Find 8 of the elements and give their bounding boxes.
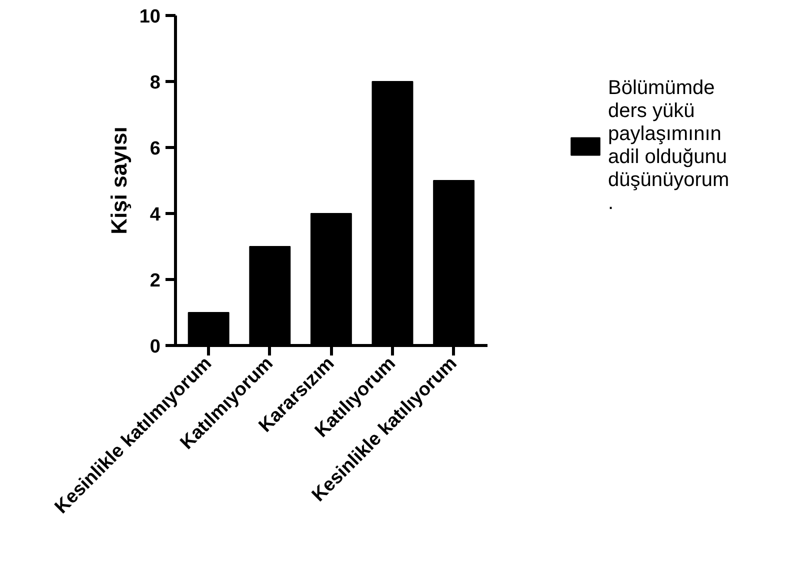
- y-tick-label: 8: [150, 72, 161, 94]
- legend-label: Bölümümde ders yükü paylaşımının adil olduğunu düşünüyorum .: [608, 77, 730, 215]
- y-tick-label: 4: [150, 204, 161, 226]
- y-tick-label: 6: [150, 138, 161, 160]
- y-axis-title: Kişi sayısı: [106, 126, 132, 234]
- y-tick-label: 10: [139, 6, 161, 28]
- y-tick-label: 2: [150, 270, 161, 292]
- y-tick-label: 0: [150, 336, 161, 358]
